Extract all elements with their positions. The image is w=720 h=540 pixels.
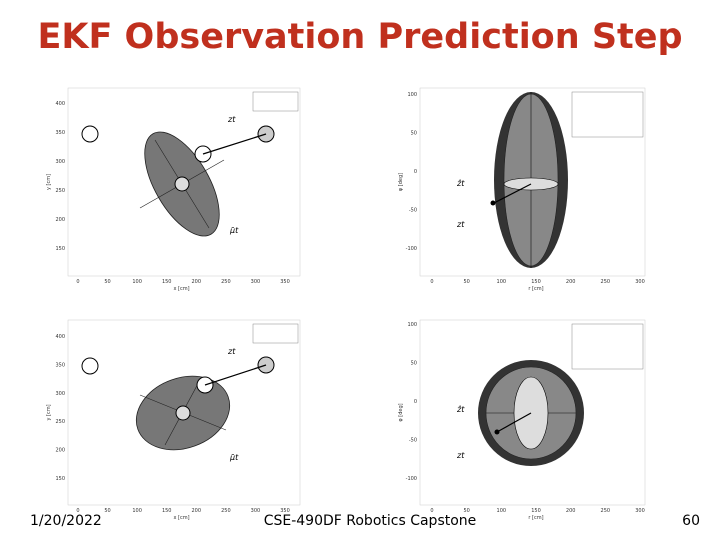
- y-axis-label: y [cm]: [46, 404, 52, 420]
- y-tick-label: 300: [55, 391, 65, 397]
- plot-shapes: [490, 92, 568, 268]
- annotation: zt: [456, 220, 465, 229]
- axes-frame: [419, 319, 646, 506]
- annotation: zt: [227, 115, 236, 124]
- y-tick-label: 400: [55, 101, 65, 107]
- slide-title: EKF Observation Prediction Step: [37, 17, 682, 57]
- arrow: [202, 133, 267, 155]
- axes-frame: [419, 87, 646, 277]
- y-tick-label: 350: [55, 362, 65, 368]
- plot-shapes: [81, 125, 275, 237]
- y-tick-label: 100: [407, 322, 417, 328]
- x-tick-label: 250: [601, 279, 611, 285]
- y-axis-label: φ [deg]: [398, 403, 404, 421]
- y-tick-label: -50: [409, 438, 417, 444]
- x-tick-label: 250: [221, 279, 231, 285]
- y-tick-label: -50: [409, 208, 417, 214]
- legend-box: [252, 323, 299, 344]
- x-tick-label: 200: [566, 508, 576, 514]
- x-tick-label: 0: [76, 508, 79, 514]
- y-tick-label: 250: [55, 419, 65, 425]
- x-tick-label: 50: [463, 508, 469, 514]
- x-tick-label: 50: [104, 279, 110, 285]
- x-tick-label: 150: [162, 508, 172, 514]
- legend-box: [571, 323, 644, 370]
- landmark: [81, 125, 99, 143]
- x-tick-label: 0: [76, 279, 79, 285]
- x-tick-label: 100: [497, 279, 507, 285]
- x-tick-label: 200: [566, 279, 576, 285]
- x-tick-label: 300: [635, 279, 645, 285]
- x-tick-label: 350: [280, 279, 290, 285]
- x-axis-label: r [cm]: [528, 286, 543, 292]
- y-axis-label: y [cm]: [46, 174, 52, 190]
- x-tick-label: 200: [192, 279, 202, 285]
- x-tick-label: 150: [531, 279, 541, 285]
- axes-frame: [67, 319, 301, 506]
- y-tick-label: 50: [411, 131, 417, 137]
- x-tick-label: 100: [497, 508, 507, 514]
- footer-date: 1/20/2022: [30, 513, 102, 529]
- annotation: zt: [227, 347, 236, 356]
- arrow: [204, 364, 267, 386]
- arrow: [491, 183, 532, 205]
- x-axis-label: x [cm]: [173, 286, 189, 292]
- y-tick-label: -100: [406, 476, 417, 482]
- x-tick-label: 100: [132, 508, 142, 514]
- annotation: μ̄t: [229, 453, 239, 462]
- robot: [174, 176, 190, 192]
- x-axis-label: x [cm]: [173, 515, 189, 521]
- annotation: zt: [456, 451, 465, 460]
- legend-box: [252, 91, 299, 112]
- x-tick-label: 250: [601, 508, 611, 514]
- axes-frame: [67, 87, 301, 277]
- x-tick-label: 50: [463, 279, 469, 285]
- y-tick-label: 400: [55, 334, 65, 340]
- x-tick-label: 100: [132, 279, 142, 285]
- footer-page: 60: [682, 513, 700, 529]
- y-axis-label: φ [deg]: [398, 173, 404, 191]
- plot-shapes: [81, 356, 275, 451]
- y-tick-label: 100: [407, 92, 417, 98]
- annotation: ẑt: [456, 179, 465, 188]
- observation: [494, 429, 500, 435]
- x-tick-label: 0: [430, 508, 433, 514]
- x-tick-label: 250: [221, 508, 231, 514]
- x-tick-label: 300: [251, 508, 261, 514]
- x-tick-label: 150: [162, 279, 172, 285]
- y-tick-label: 50: [411, 361, 417, 367]
- legend-box: [571, 91, 644, 138]
- x-axis-label: r [cm]: [528, 515, 543, 521]
- x-tick-label: 350: [280, 508, 290, 514]
- y-tick-label: 150: [55, 246, 65, 252]
- y-tick-label: 350: [55, 130, 65, 136]
- y-tick-label: 150: [55, 476, 65, 482]
- y-tick-label: 0: [414, 169, 417, 175]
- plot-shapes: [478, 360, 584, 466]
- x-tick-label: 300: [251, 279, 261, 285]
- y-tick-label: 200: [55, 448, 65, 454]
- y-tick-label: 0: [414, 399, 417, 405]
- x-tick-label: 0: [430, 279, 433, 285]
- robot: [175, 405, 191, 421]
- observation: [490, 200, 496, 206]
- y-tick-label: 200: [55, 217, 65, 223]
- y-tick-label: 300: [55, 159, 65, 165]
- landmark: [81, 357, 99, 375]
- y-tick-label: -100: [406, 246, 417, 252]
- footer-course: CSE-490DF Robotics Capstone: [264, 513, 477, 529]
- arrow: [496, 412, 532, 433]
- y-tick-label: 250: [55, 188, 65, 194]
- x-tick-label: 50: [104, 508, 110, 514]
- x-tick-label: 300: [635, 508, 645, 514]
- x-tick-label: 150: [531, 508, 541, 514]
- annotation: μ̄t: [229, 226, 239, 235]
- x-tick-label: 200: [192, 508, 202, 514]
- annotation: ẑt: [456, 405, 465, 414]
